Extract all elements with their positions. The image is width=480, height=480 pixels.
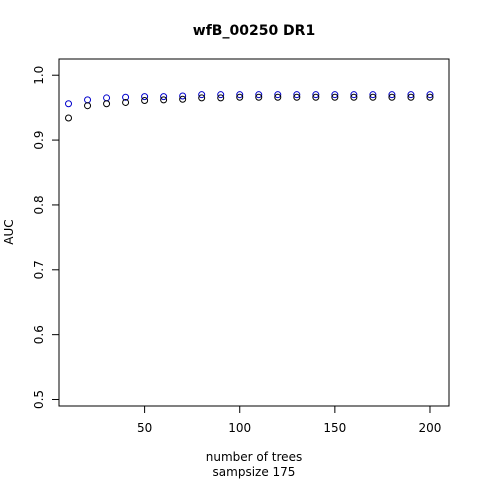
data-point-series-1 — [274, 91, 282, 99]
y-axis: 0.5 0.6 0.7 0.8 0.9 1.0 — [32, 66, 59, 409]
x-axis-label: number of trees — [206, 450, 302, 464]
chart-title: wfB_00250 DR1 — [193, 23, 315, 39]
data-point-series-2 — [350, 93, 358, 101]
data-point-series-1 — [388, 91, 396, 99]
data-point-series-2 — [84, 102, 92, 110]
data-point-series-1 — [293, 91, 301, 99]
x-tick-label: 50 — [137, 421, 152, 435]
data-point-series-2 — [388, 93, 396, 101]
data-point-series-2 — [217, 94, 225, 102]
data-point-series-2 — [255, 93, 263, 101]
x-tick-label: 150 — [323, 421, 346, 435]
x-axis: 50 100 150 200 — [137, 406, 441, 435]
data-point-series-2 — [331, 93, 339, 101]
data-points — [65, 91, 434, 122]
data-point-series-1 — [84, 96, 92, 104]
data-point-series-1 — [236, 91, 244, 99]
data-point-series-2 — [426, 93, 434, 101]
data-point-series-2 — [160, 96, 168, 104]
data-point-series-1 — [217, 91, 225, 99]
y-tick-label: 0.6 — [32, 325, 46, 344]
data-point-series-2 — [236, 93, 244, 101]
data-point-series-1 — [179, 92, 187, 100]
data-point-series-1 — [160, 93, 168, 101]
data-point-series-2 — [293, 93, 301, 101]
y-tick-label: 0.5 — [32, 390, 46, 409]
data-point-series-2 — [141, 97, 149, 105]
x-axis-sublabel: sampsize 175 — [213, 465, 296, 479]
data-point-series-2 — [179, 95, 187, 103]
data-point-series-2 — [274, 93, 282, 101]
data-point-series-1 — [141, 93, 149, 101]
data-point-series-2 — [407, 93, 415, 101]
data-point-series-1 — [122, 93, 130, 101]
y-tick-label: 0.7 — [32, 260, 46, 279]
data-point-series-1 — [103, 94, 111, 102]
data-point-series-1 — [331, 91, 339, 99]
data-point-series-2 — [312, 93, 320, 101]
data-point-series-2 — [369, 93, 377, 101]
data-point-series-1 — [65, 100, 73, 108]
data-point-series-1 — [312, 91, 320, 99]
data-point-series-1 — [369, 91, 377, 99]
plot-frame — [58, 58, 450, 407]
data-point-series-1 — [426, 91, 434, 99]
data-point-series-1 — [255, 91, 263, 99]
y-tick-label: 0.8 — [32, 195, 46, 214]
y-tick-label: 0.9 — [32, 131, 46, 150]
data-point-series-1 — [350, 91, 358, 99]
data-point-series-1 — [198, 91, 206, 99]
data-point-series-2 — [122, 98, 130, 106]
x-tick-label: 100 — [228, 421, 251, 435]
data-point-series-2 — [65, 114, 73, 122]
data-point-series-2 — [198, 94, 206, 102]
y-tick-label: 1.0 — [32, 66, 46, 85]
y-axis-label: AUC — [2, 219, 16, 244]
x-tick-label: 200 — [419, 421, 442, 435]
data-point-series-2 — [103, 100, 111, 108]
data-point-series-1 — [407, 91, 415, 99]
